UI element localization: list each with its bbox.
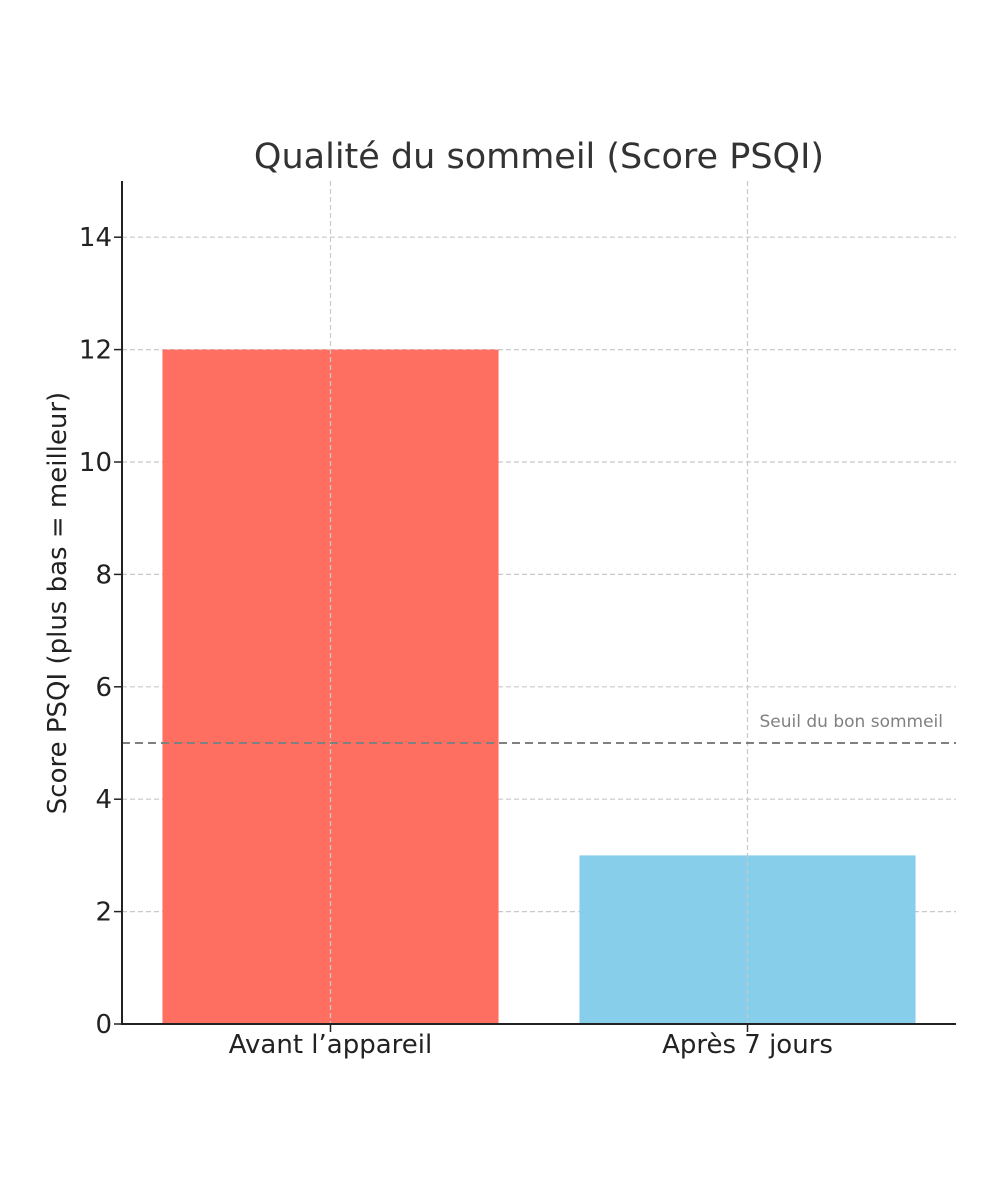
x-ticks-layer: Avant l’appareil Après 7 jours <box>229 1024 833 1060</box>
chart-title: Qualité du sommeil (Score PSQI) <box>254 137 824 177</box>
x-tick-label: Après 7 jours <box>662 1030 833 1060</box>
threshold-label: Seuil du bon sommeil <box>760 712 944 732</box>
y-tick-label: 10 <box>79 448 112 478</box>
threshold-layer: Seuil du bon sommeil <box>122 712 956 744</box>
y-tick-label: 6 <box>95 673 112 703</box>
y-tick-label: 12 <box>79 336 112 366</box>
bar <box>579 855 916 1024</box>
y-tick-label: 8 <box>95 560 112 590</box>
y-tick-label: 4 <box>95 785 112 815</box>
y-tick-label: 0 <box>95 1010 112 1040</box>
y-ticks-layer: 0 2 4 6 8 10 12 14 <box>79 223 122 1040</box>
vertical-grid-layer <box>329 181 749 1024</box>
y-axis-label: Score PSQI (plus bas = meilleur) <box>43 392 73 814</box>
y-tick-label: 2 <box>95 898 112 928</box>
y-tick-label: 14 <box>79 223 112 253</box>
x-tick-label: Avant l’appareil <box>229 1030 432 1060</box>
axes-layer <box>121 181 956 1025</box>
